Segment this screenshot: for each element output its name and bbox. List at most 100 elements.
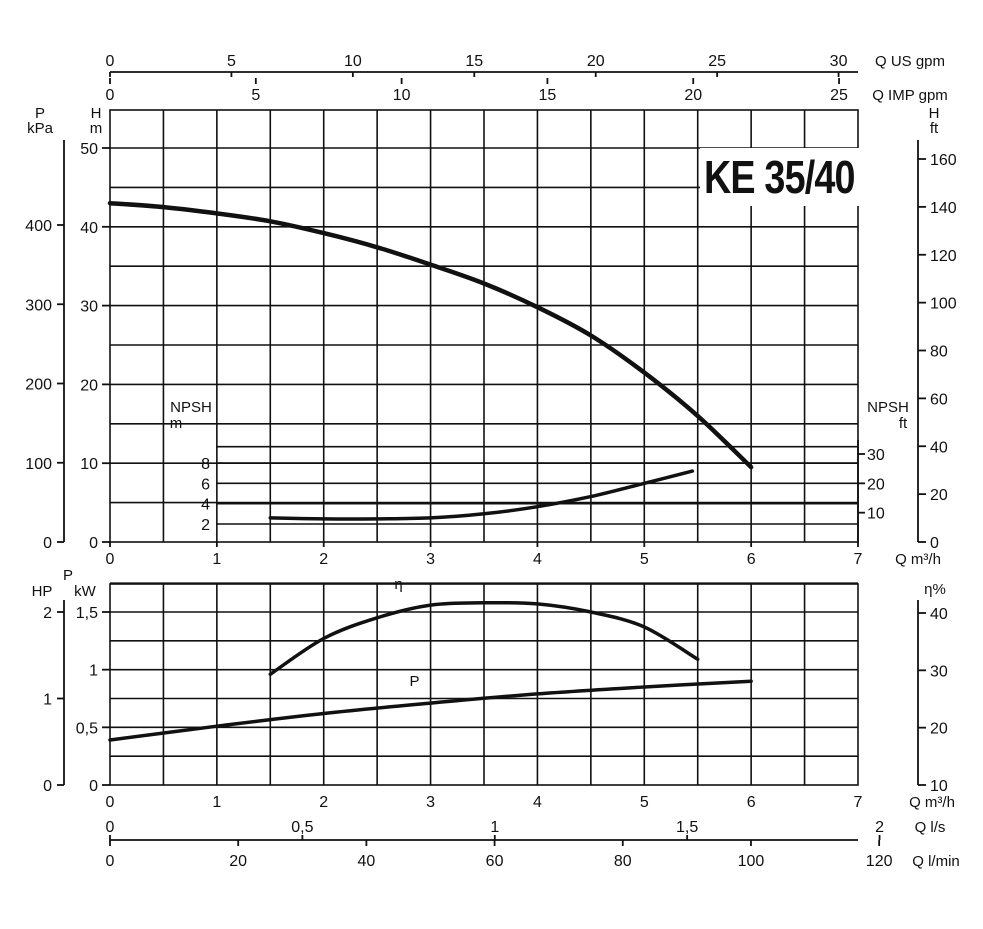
- q-m3h-top-tick-label: 4: [533, 551, 542, 568]
- eta-tick-label: 20: [930, 721, 948, 738]
- h-ft-tick-label: 60: [930, 391, 948, 408]
- kpa-tick-label: 0: [43, 535, 52, 552]
- q-m3h-top-tick-label: 5: [640, 551, 649, 568]
- q-ls-tick-label: 0,5: [291, 819, 313, 836]
- us-gpm-tick-label: 0: [106, 53, 115, 70]
- npsh-ft-axis-label-bottom: ft: [899, 415, 908, 432]
- h-ft-tick-label: 120: [930, 248, 957, 265]
- h-ft-tick-label: 40: [930, 439, 948, 456]
- q-lmin-tick-label: 20: [229, 853, 247, 870]
- kpa-tick-label: 300: [25, 297, 52, 314]
- p-kw-tick-label: 1: [89, 663, 98, 680]
- kpa-tick-label: 200: [25, 377, 52, 394]
- imp-gpm-tick-label: 25: [830, 87, 848, 104]
- hp-axis-label: HP: [32, 583, 53, 600]
- q-m3h-top-tick-label: 7: [854, 551, 863, 568]
- npsh-m-tick-label: 2: [201, 517, 210, 534]
- q-m3h-bottom-tick-label: 4: [533, 794, 542, 811]
- power-curve-label: P: [410, 673, 420, 690]
- q-m3h-top-tick-label: 6: [747, 551, 756, 568]
- h-m-axis-label-bottom: m: [90, 120, 103, 137]
- q-m3h-top-tick-label: 0: [106, 551, 115, 568]
- q-lmin-tick-label: 120: [866, 853, 893, 870]
- q-lmin-tick-label: 0: [106, 853, 115, 870]
- p-kw-tick-label: 0,5: [76, 720, 98, 737]
- h-m-tick-label: 30: [80, 299, 98, 316]
- npsh-m-axis-label-top: NPSH: [170, 399, 212, 416]
- us-gpm-tick-label: 25: [708, 53, 726, 70]
- npsh-ft-axis-label-top: NPSH: [867, 399, 909, 416]
- h-m-tick-label: 20: [80, 377, 98, 394]
- us-gpm-tick-label: 30: [830, 53, 848, 70]
- npsh-m-tick-label: 4: [201, 497, 210, 514]
- imp-gpm-axis-label: Q IMP gpm: [872, 87, 948, 104]
- h-m-tick-label: 10: [80, 456, 98, 473]
- hp-tick-label: 1: [43, 692, 52, 709]
- h-ft-axis-label-top: H: [929, 105, 940, 122]
- h-m-axis-label-top: H: [91, 105, 102, 122]
- h-ft-tick-label: 140: [930, 200, 957, 217]
- npsh-ft-tick-label: 20: [867, 476, 885, 493]
- us-gpm-axis-label: Q US gpm: [875, 53, 945, 70]
- hp-tick-label: 0: [43, 778, 52, 795]
- q-m3h-bottom-axis-label: Q m³/h: [909, 794, 955, 811]
- q-lmin-tick-label: 60: [486, 853, 504, 870]
- q-lmin-axis-label: Q l/min: [912, 853, 960, 870]
- q-lmin-tick-label: 100: [738, 853, 765, 870]
- model-title: KE 35/40: [704, 151, 856, 203]
- q-m3h-bottom-tick-label: 0: [106, 794, 115, 811]
- efficiency-curve: [268, 600, 700, 677]
- q-m3h-bottom-tick-label: 5: [640, 794, 649, 811]
- h-m-tick-label: 50: [80, 141, 98, 158]
- p-kw-axis-label-bottom: kW: [74, 583, 97, 600]
- us-gpm-tick-label: 10: [344, 53, 362, 70]
- q-lmin-tick-label: 40: [357, 853, 375, 870]
- q-ls-tick-label: 1,5: [676, 819, 698, 836]
- head-curve: [107, 200, 754, 470]
- h-ft-tick-label: 0: [930, 535, 939, 552]
- us-gpm-tick-label: 5: [227, 53, 236, 70]
- npsh-ft-tick-label: 30: [867, 447, 885, 464]
- q-ls-tick-label: 0: [106, 819, 115, 836]
- npsh-m-tick-label: 8: [201, 456, 210, 473]
- npsh-curve: [268, 469, 695, 521]
- h-ft-tick-label: 20: [930, 487, 948, 504]
- q-m3h-top-tick-label: 1: [212, 551, 221, 568]
- q-m3h-top-tick-label: 3: [426, 551, 435, 568]
- npsh-m-tick-label: 6: [201, 476, 210, 493]
- h-ft-axis-label-bottom: ft: [930, 120, 939, 137]
- q-m3h-top-tick-label: 2: [319, 551, 328, 568]
- efficiency-curve-label: η: [394, 576, 402, 593]
- power-curve: [108, 679, 753, 742]
- kpa-tick-label: 400: [25, 218, 52, 235]
- q-lmin-tick-label: 80: [614, 853, 632, 870]
- p-kw-tick-label: 1,5: [76, 605, 98, 622]
- imp-gpm-tick-label: 0: [106, 87, 115, 104]
- q-m3h-bottom-tick-label: 2: [319, 794, 328, 811]
- imp-gpm-tick-label: 5: [251, 87, 260, 104]
- q-ls-tick-label: 1: [490, 819, 499, 836]
- us-gpm-tick-label: 15: [465, 53, 483, 70]
- q-ls-axis-label: Q l/s: [915, 819, 946, 836]
- h-m-tick-label: 40: [80, 220, 98, 237]
- h-ft-tick-label: 80: [930, 344, 948, 361]
- p-kw-axis-label-top: P: [63, 567, 73, 584]
- h-m-tick-label: 0: [89, 535, 98, 552]
- npsh-ft-tick-label: 10: [867, 506, 885, 523]
- kpa-axis-label-bottom: kPa: [27, 120, 54, 137]
- h-ft-tick-label: 160: [930, 152, 957, 169]
- kpa-axis-label-top: P: [35, 105, 45, 122]
- npsh-m-axis-label-bottom: m: [170, 415, 183, 432]
- us-gpm-tick-label: 20: [587, 53, 605, 70]
- imp-gpm-tick-label: 20: [684, 87, 702, 104]
- imp-gpm-tick-label: 10: [393, 87, 411, 104]
- q-m3h-top-axis-label: Q m³/h: [895, 551, 941, 568]
- q-m3h-bottom-tick-label: 1: [212, 794, 221, 811]
- eta-tick-label: 40: [930, 606, 948, 623]
- eta-tick-label: 30: [930, 663, 948, 680]
- hp-tick-label: 2: [43, 605, 52, 622]
- imp-gpm-tick-label: 15: [539, 87, 557, 104]
- q-m3h-bottom-tick-label: 7: [854, 794, 863, 811]
- q-m3h-bottom-tick-label: 6: [747, 794, 756, 811]
